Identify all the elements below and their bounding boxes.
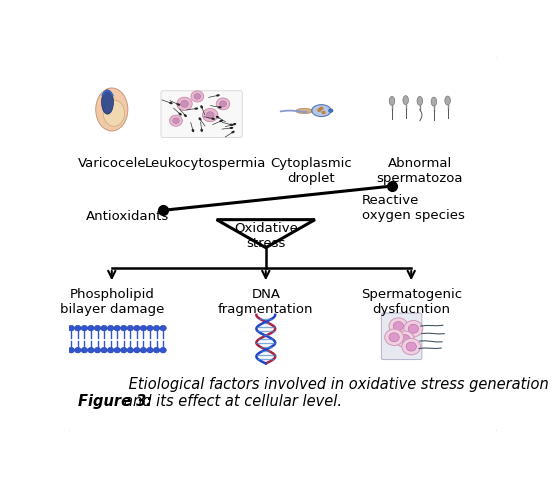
Circle shape [68,326,75,331]
Circle shape [114,326,120,331]
Ellipse shape [192,130,194,133]
Circle shape [317,109,321,112]
Text: DNA
fragmentation: DNA fragmentation [218,287,314,315]
Ellipse shape [328,110,333,113]
Circle shape [322,112,325,115]
Ellipse shape [389,97,395,106]
Circle shape [81,348,88,353]
Circle shape [75,326,81,331]
Circle shape [140,348,147,353]
Circle shape [169,116,182,127]
Circle shape [220,102,226,107]
Circle shape [75,348,81,353]
Circle shape [177,98,192,111]
Circle shape [173,119,179,124]
Ellipse shape [232,124,236,126]
Circle shape [181,101,188,108]
Circle shape [216,99,230,111]
Ellipse shape [211,119,215,121]
Ellipse shape [177,104,180,106]
Ellipse shape [230,124,233,127]
Ellipse shape [231,132,235,134]
Text: Varicocele: Varicocele [77,157,146,170]
Ellipse shape [200,106,203,109]
FancyBboxPatch shape [381,313,422,360]
Circle shape [108,326,114,331]
Circle shape [101,348,107,353]
Circle shape [94,348,100,353]
Circle shape [114,348,120,353]
Ellipse shape [230,127,233,130]
Circle shape [101,326,107,331]
Circle shape [406,343,416,351]
Circle shape [127,348,134,353]
Circle shape [408,325,418,333]
Circle shape [402,339,421,355]
Ellipse shape [216,117,219,119]
Circle shape [385,330,404,346]
Ellipse shape [445,97,450,106]
Text: Etiological factors involved in oxidative stress generation
and its effect at ce: Etiological factors involved in oxidativ… [124,376,549,408]
Ellipse shape [417,97,423,106]
Text: Spermatogenic
dysfucntion: Spermatogenic dysfucntion [360,287,462,315]
Circle shape [400,335,410,344]
Circle shape [94,326,100,331]
Circle shape [389,333,399,342]
Circle shape [194,94,200,100]
Circle shape [134,326,140,331]
FancyBboxPatch shape [161,91,242,138]
Text: Reactive
oxygen species: Reactive oxygen species [362,193,465,221]
Circle shape [389,318,408,334]
Circle shape [395,331,414,348]
Ellipse shape [403,96,408,106]
Ellipse shape [296,109,313,114]
Circle shape [68,348,75,353]
Text: Antioxidants: Antioxidants [86,210,169,223]
Text: Figure 3:: Figure 3: [77,393,152,408]
Ellipse shape [199,118,201,121]
Circle shape [147,348,153,353]
Circle shape [153,348,160,353]
Ellipse shape [169,103,173,105]
Circle shape [404,321,423,337]
Circle shape [88,348,94,353]
Circle shape [206,112,214,119]
Ellipse shape [103,101,125,127]
Circle shape [203,109,218,122]
Circle shape [120,348,127,353]
Circle shape [160,326,166,331]
Circle shape [134,348,140,353]
Circle shape [191,91,204,103]
Circle shape [140,326,147,331]
Circle shape [147,326,153,331]
Circle shape [320,107,323,111]
Ellipse shape [312,106,331,117]
Ellipse shape [219,121,223,123]
Ellipse shape [218,107,222,109]
Text: Abnormal
spermatozoa: Abnormal spermatozoa [376,157,463,185]
Circle shape [120,326,127,331]
Ellipse shape [194,108,198,110]
Ellipse shape [102,91,114,115]
Circle shape [81,326,88,331]
Text: Leukocytospermia: Leukocytospermia [145,157,267,170]
Ellipse shape [216,95,220,97]
Circle shape [88,326,94,331]
Ellipse shape [200,129,203,133]
Circle shape [127,326,134,331]
Circle shape [61,348,68,353]
Text: Phospholipid
bilayer damage: Phospholipid bilayer damage [60,287,164,315]
Circle shape [160,348,166,353]
Text: Cytoplasmic
droplet: Cytoplasmic droplet [270,157,352,185]
Circle shape [61,326,68,331]
Text: Oxidative
stress: Oxidative stress [234,221,298,249]
Circle shape [153,326,160,331]
Circle shape [393,322,404,331]
Circle shape [108,348,114,353]
Ellipse shape [95,89,128,132]
Ellipse shape [431,98,437,107]
Ellipse shape [184,115,187,118]
Ellipse shape [178,113,182,116]
